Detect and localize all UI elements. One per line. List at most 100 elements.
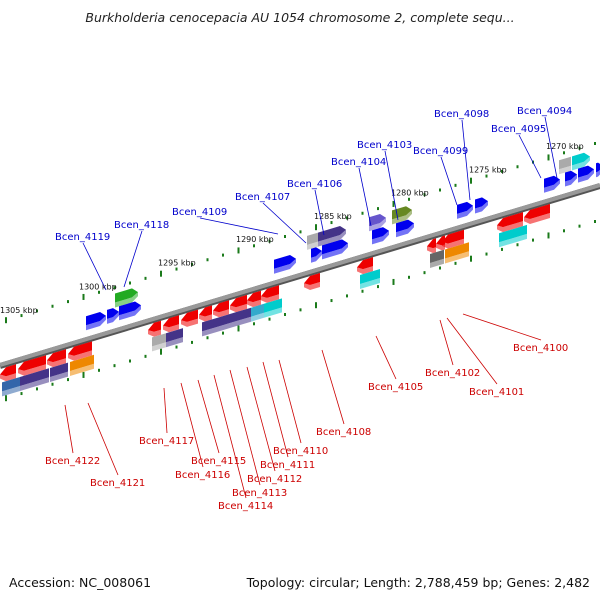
gene-bcen_4098[interactable] [475, 196, 488, 214]
feature-forward-18[interactable] [596, 161, 600, 178]
feature-reverse-31[interactable] [497, 212, 523, 234]
label-bcen_4110[interactable]: Bcen_4110 [273, 446, 328, 457]
label-bcen_4111[interactable]: Bcen_4111 [260, 460, 315, 471]
feature-reverse-10[interactable] [181, 309, 198, 329]
label-bcen_4121[interactable]: Bcen_4121 [90, 478, 145, 489]
label-bcen_4117[interactable]: Bcen_4117 [139, 436, 194, 447]
gene-bcen_4106[interactable] [318, 224, 346, 247]
feature-forward-11[interactable] [396, 218, 414, 238]
feature-reverse-20[interactable] [234, 307, 251, 327]
feature-reverse-13[interactable] [230, 294, 247, 314]
gene-bcen_4114[interactable] [202, 317, 218, 337]
feature-forward-17[interactable] [578, 164, 594, 183]
feature-reverse-5[interactable] [20, 368, 49, 391]
feature-forward-8[interactable] [307, 232, 318, 250]
label-bcen_4099[interactable]: Bcen_4099 [413, 146, 468, 157]
gene-bcen_4109[interactable] [274, 253, 296, 274]
feature-reverse-31-top [497, 212, 523, 228]
gene-bcen_4102[interactable] [442, 229, 464, 251]
feature-reverse-24[interactable] [357, 257, 373, 276]
gene-bcen_4104[interactable] [369, 212, 386, 232]
feature-reverse-12-top [213, 300, 229, 313]
feature-reverse-21[interactable] [251, 303, 264, 322]
label-bcen_4114[interactable]: Bcen_4114 [218, 501, 273, 512]
gene-bcen_4101[interactable] [445, 242, 469, 264]
feature-reverse-26[interactable] [427, 238, 436, 255]
feature-forward-3[interactable] [119, 300, 141, 321]
feature-reverse-14-face [247, 299, 261, 308]
gene-bcen_4094[interactable] [572, 151, 590, 171]
feature-forward-18-top [596, 162, 600, 173]
label-bcen_4119[interactable]: Bcen_4119 [55, 232, 110, 243]
gene-bcen_4119[interactable] [86, 310, 106, 331]
label-bcen_4113[interactable]: Bcen_4113 [232, 488, 287, 499]
label-bcen_4122[interactable]: Bcen_4122 [45, 456, 100, 467]
label-bcen_4116[interactable]: Bcen_4116 [175, 470, 230, 481]
label-bcen_4102[interactable]: Bcen_4102 [425, 368, 480, 379]
feature-reverse-3[interactable] [68, 341, 92, 362]
feature-reverse-29[interactable] [430, 249, 444, 268]
feature-reverse-8[interactable] [148, 320, 161, 339]
label-bcen_4098[interactable]: Bcen_4098 [434, 109, 489, 120]
feature-forward-16[interactable] [565, 169, 577, 187]
gene-bcen_4119-top [86, 312, 106, 326]
label-bcen_4105[interactable]: Bcen_4105 [368, 382, 423, 393]
feature-reverse-9-face [163, 324, 179, 333]
feature-reverse-0[interactable] [0, 364, 16, 383]
gene-bcen_4094-face [572, 156, 590, 171]
feature-forward-10-top [372, 227, 389, 240]
gene-bcen_4099[interactable] [457, 200, 473, 219]
gene-bcen_4118[interactable] [115, 287, 138, 308]
scale-label-1280: 1280 kbp [391, 189, 429, 198]
feature-forward-19-face [559, 165, 571, 175]
feature-forward-6-top [322, 239, 348, 255]
label-bcen_4109[interactable]: Bcen_4109 [172, 207, 227, 218]
label-bcen_4118[interactable]: Bcen_4118 [114, 220, 169, 231]
feature-reverse-24-face [357, 266, 373, 275]
feature-reverse-6[interactable] [50, 362, 68, 382]
gene-bcen_4107[interactable] [311, 245, 322, 263]
feature-reverse-9[interactable] [163, 315, 179, 334]
gene-bcen_4110[interactable] [264, 298, 282, 318]
label-bcen_4104[interactable]: Bcen_4104 [331, 157, 386, 168]
feature-forward-6[interactable] [322, 238, 348, 260]
leader-bcen_4119 [82, 242, 107, 291]
label-bcen_4106[interactable]: Bcen_4106 [287, 179, 342, 190]
feature-reverse-11[interactable] [199, 305, 212, 323]
gene-bcen_4113[interactable] [218, 312, 234, 332]
gene-bcen_4108[interactable] [304, 272, 320, 292]
label-bcen_4101[interactable]: Bcen_4101 [469, 387, 524, 398]
gene-bcen_4113-top [218, 312, 234, 327]
feature-reverse-4[interactable] [2, 376, 20, 397]
feature-reverse-12[interactable] [213, 300, 229, 319]
feature-reverse-16[interactable] [152, 333, 166, 352]
label-bcen_4103[interactable]: Bcen_4103 [357, 140, 412, 151]
label-bcen_4112[interactable]: Bcen_4112 [247, 474, 302, 485]
gene-features[interactable] [0, 151, 600, 397]
feature-forward-3-face [119, 305, 141, 321]
label-bcen_4107[interactable]: Bcen_4107 [235, 192, 290, 203]
scale-label-1305: 1305 kbp [0, 306, 38, 315]
gene-bcen_4122[interactable] [47, 349, 66, 369]
label-bcen_4115[interactable]: Bcen_4115 [191, 456, 246, 467]
label-bcen_4108[interactable]: Bcen_4108 [316, 427, 371, 438]
gene-bcen_4105[interactable] [360, 269, 380, 289]
gene-bcen_4117[interactable] [166, 328, 183, 348]
label-bcen_4095[interactable]: Bcen_4095 [491, 124, 546, 135]
label-bcen_4100[interactable]: Bcen_4100 [513, 343, 568, 354]
feature-reverse-1[interactable] [18, 355, 46, 377]
feature-reverse-15[interactable] [261, 285, 279, 304]
feature-reverse-14[interactable] [247, 290, 261, 309]
gene-bcen_4121[interactable] [70, 354, 94, 376]
feature-forward-2[interactable] [107, 306, 119, 324]
feature-forward-10[interactable] [372, 225, 389, 245]
scale-label-1270: 1270 kbp [546, 142, 584, 151]
feature-forward-19[interactable] [559, 156, 571, 175]
feature-reverse-32[interactable] [524, 204, 550, 226]
label-bcen_4094[interactable]: Bcen_4094 [517, 106, 572, 117]
gene-bcen_4100[interactable] [499, 224, 527, 248]
gene-bcen_4095[interactable] [544, 174, 560, 193]
gene-bcen_4103-face [392, 209, 412, 225]
feature-forward-16-face [565, 174, 577, 187]
